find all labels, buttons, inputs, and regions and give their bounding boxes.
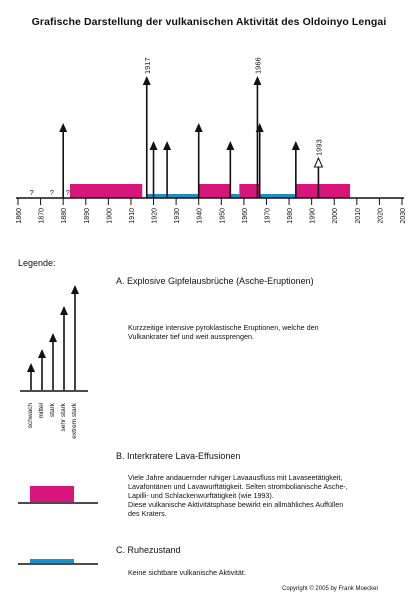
strength-label-sehr-stark: sehr stark: [60, 403, 67, 432]
copyright: Copyright © 2005 by Frank Moeckel: [282, 586, 378, 592]
axis-tick-label: 1960: [242, 208, 249, 224]
axis-tick-label: 2000: [332, 208, 339, 224]
unknown-activity-mark: ?: [66, 188, 70, 197]
axis-tick-label: 2030: [400, 208, 407, 224]
page-title: Grafische Darstellung der vulkanischen A…: [31, 16, 387, 28]
unknown-activity-mark: ?: [29, 188, 33, 197]
arrowhead-icon: [49, 333, 57, 342]
lava-effusion-bar: [69, 184, 143, 198]
arrowhead-icon: [71, 285, 79, 294]
quiet-swatch-rect: [30, 559, 74, 563]
arrowhead-icon: [27, 363, 35, 372]
axis-tick-label: 1940: [197, 208, 204, 224]
eruption-arrowhead: [226, 141, 235, 150]
eruption-arrowhead: [163, 141, 172, 150]
axis-tick-label: 1990: [310, 208, 317, 224]
strength-label-extrem-stark: extrem stark: [71, 403, 78, 439]
lava-legend-swatch: [18, 486, 98, 504]
legend-a-description: Kurzzeitige intensive pyroklastische Eru…: [128, 323, 319, 341]
legend-b-title: B. Interkratere Lava-Effusionen: [116, 451, 241, 461]
quiescent-bar: [230, 194, 240, 198]
eruption-arrowhead: [194, 123, 203, 132]
legend-b-line: des Kraters.: [128, 509, 167, 518]
legend-heading: Legende:: [18, 258, 56, 268]
legend-b-line: Lavafontänen und Lavawurftätigkeit. Selt…: [128, 482, 348, 491]
lava-swatch-rect: [30, 486, 74, 502]
eruption-arrowhead: [59, 123, 68, 132]
lava-effusion-bar: [295, 184, 351, 198]
quiescent-bar: [146, 194, 199, 198]
eruption-year-label: 1917: [143, 57, 152, 74]
lava-effusion-bar: [239, 184, 260, 198]
eruption-arrowhead: [291, 141, 300, 150]
axis-tick-label: 1880: [61, 208, 68, 224]
legend-b-line: Lapilli- und Schlackenwurftätigkeit (wie…: [128, 491, 274, 500]
eruption-year-label: 1966: [253, 57, 262, 74]
axis-tick-label: 2010: [355, 208, 362, 224]
axis-tick-label: 1970: [264, 208, 271, 224]
strength-legend-arrows: [20, 285, 88, 392]
axis-tick-label: 1980: [287, 208, 294, 224]
axis-tick-label: 2020: [377, 208, 384, 224]
eruption-arrowhead: [149, 141, 158, 150]
eruption-arrowhead: [142, 76, 151, 85]
legend-a-line: Vulkankrater tief und weit aussprengen.: [128, 332, 254, 341]
legend-b-line: Viele Jahre andauernder ruhiger Lavaausf…: [128, 473, 343, 482]
quiescent-bar: [259, 194, 296, 198]
legend-b-line: Diese vulkanische Aktivitätsphase bewirk…: [128, 500, 344, 509]
axis-tick-label: 1860: [16, 208, 23, 224]
eruption-year-label: 1993: [314, 139, 323, 156]
activity-timeline-chart: 1860 1870 1880 1890 1900 1910 1920 1930 1940 1950…: [16, 57, 407, 224]
strength-label-stark: stark: [49, 403, 56, 418]
legend-b-description: Viele Jahre andauernder ruhiger Lavaausf…: [128, 473, 348, 518]
legend-a-line: Kurzzeitige intensive pyroklastische Eru…: [128, 323, 319, 332]
axis-tick-label: 1870: [39, 208, 46, 224]
legend-a-title: A. Explosive Gipfelausbrüche (Asche-Erup…: [116, 276, 314, 286]
legend-c-title: C. Ruhezustand: [116, 545, 181, 555]
unknown-activity-mark: ?: [50, 188, 54, 197]
strength-label-schwach: schwach: [27, 403, 34, 429]
axis-tick-label: 1890: [84, 208, 91, 224]
eruption-arrowhead: [253, 76, 262, 85]
axis-tick-label: 1920: [152, 208, 159, 224]
axis-tick-label: 1910: [129, 208, 136, 224]
quiet-legend-swatch: [18, 559, 98, 565]
strength-label-mittel: mittel: [38, 403, 45, 419]
axis-tick-label: 1930: [174, 208, 181, 224]
lava-effusion-bar: [198, 184, 231, 198]
arrowhead-icon: [38, 349, 46, 358]
axis-tick-label: 1950: [219, 208, 226, 224]
legend-c-description: Keine sichtbare vulkanische Aktivität.: [128, 568, 246, 577]
eruption-arrowhead: [255, 123, 264, 132]
axis-tick-label: 1900: [106, 208, 113, 224]
arrowhead-icon: [60, 306, 68, 315]
eruption-arrowhead: [313, 156, 324, 168]
